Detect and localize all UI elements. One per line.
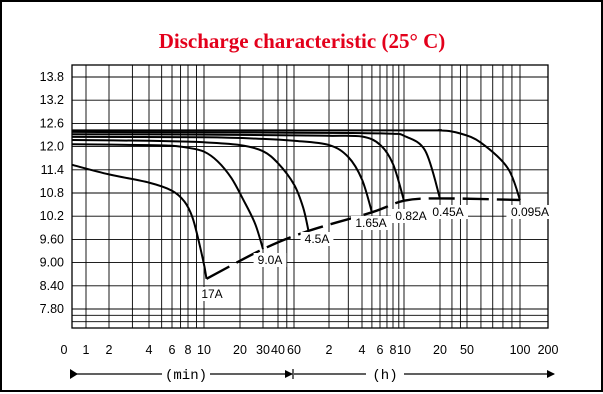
series-line-1-65a [71, 135, 373, 213]
min-segment-label: (min) [165, 368, 207, 384]
x-tick-label: 100 [510, 343, 531, 357]
series-label-4-5a: 4.5A [305, 232, 330, 246]
y-tick-label: 11.4 [41, 163, 64, 177]
x-tick-label: 20 [433, 343, 447, 357]
series-label-0-45a: 0.45A [432, 205, 463, 219]
series-line-0-82a [71, 133, 405, 201]
x-axis-segments: (min) (h) [70, 368, 555, 384]
h-segment-label: (h) [372, 368, 397, 384]
series-label-bg [428, 205, 468, 219]
series-line-4-5a [71, 139, 310, 232]
series-label-bg [253, 253, 287, 267]
x-tick-label: 2 [106, 343, 113, 357]
x-tick-label: 8 [185, 343, 192, 357]
y-tick-label: 9.60 [40, 232, 64, 246]
series-layer [71, 129, 521, 280]
h-segment-end-arrow [547, 370, 555, 378]
x-tick-label: 4 [146, 343, 153, 357]
y-tick-label: 9.00 [40, 256, 64, 270]
y-tick-label: 12.6 [40, 116, 64, 130]
series-label-bg [391, 209, 431, 223]
series-label-bg [351, 216, 391, 230]
series-label-9-0a: 9.0A [258, 253, 283, 267]
min-segment-end-arrow [285, 370, 293, 378]
y-tick-label: 7.80 [40, 302, 64, 316]
x-tick-label: 6 [377, 343, 384, 357]
series-labels: 17A 9.0A 4.5A 1.65A 0.82A 0.45A 0.095A [199, 205, 554, 301]
x-tick-label: 10 [197, 343, 211, 357]
series-label-0-095a: 0.095A [511, 205, 549, 219]
series-line-0-45a [71, 130, 441, 199]
x-tick-label: 30 [256, 343, 270, 357]
min-segment-start-arrow [70, 369, 78, 379]
chart-title: Discharge characteristic (25° C) [159, 29, 446, 53]
series-line-9-0a [71, 143, 264, 250]
plot-frame [71, 64, 549, 329]
series-label-bg [199, 287, 225, 301]
grid [72, 65, 548, 328]
end-voltage-curve [205, 197, 521, 280]
x-tick-label: 0 [61, 343, 68, 357]
x-tick-label: 50 [460, 343, 474, 357]
x-tick-label: 20 [233, 343, 247, 357]
x-tick-label: 10 [397, 343, 411, 357]
series-line-17a [71, 163, 208, 279]
y-tick-label: 13.2 [40, 93, 64, 107]
series-label-1-65a: 1.65A [355, 216, 386, 230]
x-tick-label: 40 [271, 343, 285, 357]
x-tick-label: 60 [287, 343, 301, 357]
x-tick-label: 200 [538, 343, 559, 357]
y-tick-label: 8.40 [40, 279, 64, 293]
y-tick-label: 12.0 [40, 140, 64, 154]
x-tick-label: 6 [169, 343, 176, 357]
x-tick-label: 8 [390, 343, 397, 357]
x-tick-label: 2 [326, 343, 333, 357]
y-tick-label: 10.2 [40, 209, 64, 223]
y-tick-label: 10.8 [40, 186, 64, 200]
y-tick-label: 13.8 [40, 70, 64, 84]
x-tick-label: 4 [359, 343, 366, 357]
series-line-0-095a [71, 129, 521, 201]
x-tick-label: 1 [83, 343, 90, 357]
series-label-bg [300, 232, 334, 246]
tick-labels: 13.8 13.2 12.6 12.0 11.4 10.8 10.2 9.60 9.00 8.40… [40, 70, 559, 357]
series-label-17a: 17A [201, 287, 222, 301]
series-label-0-82a: 0.82A [395, 209, 426, 223]
series-label-bg [506, 205, 554, 219]
